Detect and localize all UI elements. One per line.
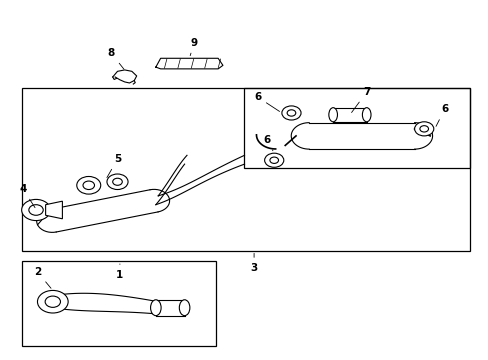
Text: 6: 6 (435, 104, 447, 126)
Text: 6: 6 (253, 92, 279, 112)
Text: 6: 6 (263, 135, 272, 151)
Text: 8: 8 (107, 48, 123, 69)
Bar (21, 88, 469, 251)
Circle shape (21, 199, 50, 221)
Circle shape (77, 176, 101, 194)
Text: 5: 5 (107, 154, 121, 177)
Text: 1: 1 (116, 264, 123, 280)
Circle shape (414, 122, 433, 136)
Ellipse shape (328, 108, 337, 122)
Ellipse shape (150, 300, 161, 316)
Text: 3: 3 (250, 253, 257, 273)
Text: 4: 4 (20, 184, 35, 208)
Bar (244, 88, 469, 168)
Text: 7: 7 (351, 87, 369, 113)
Text: 2: 2 (34, 267, 51, 288)
Bar (21, 261, 215, 346)
Circle shape (281, 106, 301, 120)
Circle shape (38, 291, 68, 313)
Ellipse shape (362, 108, 370, 122)
Circle shape (107, 174, 128, 189)
Ellipse shape (179, 300, 189, 316)
Polygon shape (45, 201, 62, 219)
Text: 9: 9 (190, 38, 197, 56)
Circle shape (264, 153, 283, 167)
